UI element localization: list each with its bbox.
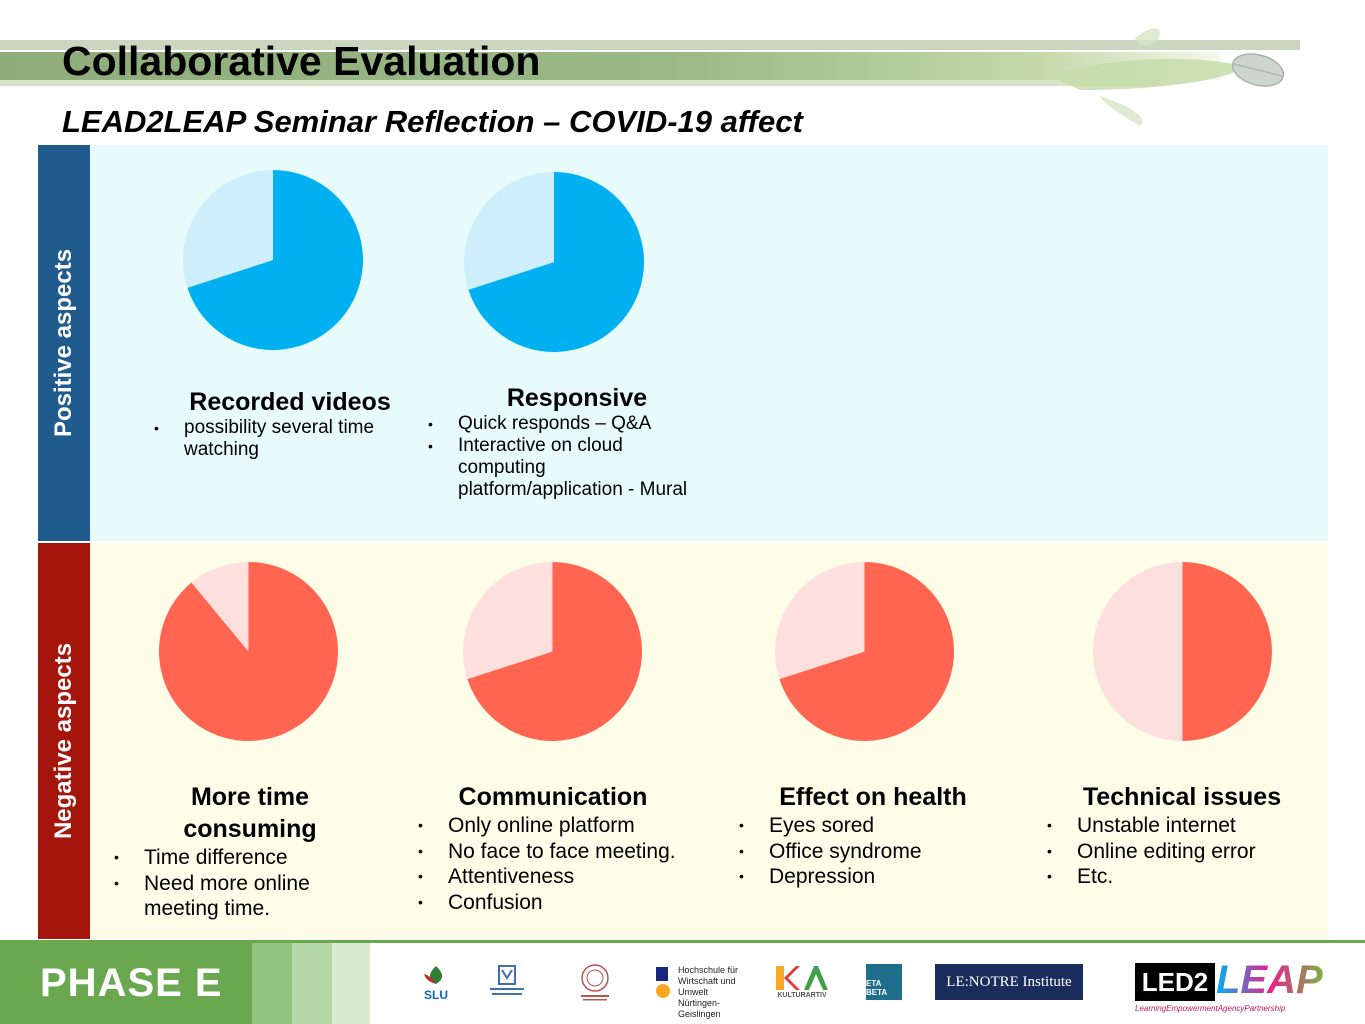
list-item: Unstable internet bbox=[1047, 813, 1317, 839]
led2-logo-block: LED2 bbox=[1135, 963, 1215, 1001]
page-subtitle: LEAD2LEAP Seminar Reflection – COVID-19 … bbox=[62, 104, 803, 139]
pie-slice bbox=[779, 562, 954, 741]
list-item: Etc. bbox=[1047, 864, 1317, 890]
category-title-technical-issues: Technical issues bbox=[1082, 783, 1282, 811]
footer-stripe bbox=[332, 943, 370, 1024]
bullet-list-responsive: Quick responds – Q&A Interactive on clou… bbox=[428, 413, 708, 501]
pie-slice bbox=[464, 172, 554, 290]
list-item: Office syndrome bbox=[739, 839, 999, 865]
hfwu-logo-text: Wirtschaft und Umwelt bbox=[678, 976, 736, 997]
footer-stripe bbox=[292, 943, 332, 1024]
pie-slice bbox=[1093, 562, 1183, 741]
negative-aspects-label: Negative aspects bbox=[50, 642, 78, 840]
pie-slice bbox=[468, 172, 644, 352]
pie-chart-more-time-consuming bbox=[158, 562, 338, 741]
list-item: No face to face meeting. bbox=[418, 839, 688, 865]
slu-logo-text: SLU bbox=[424, 988, 448, 1002]
pie-slice bbox=[467, 562, 642, 741]
category-title-communication: Communication bbox=[458, 783, 648, 811]
phase-badge: PHASE E bbox=[0, 943, 252, 1024]
kulturartiv-logo-text: KULTURARTIV bbox=[777, 992, 827, 999]
footer-stripe bbox=[252, 943, 292, 1024]
hfwu-logo-text: Nürtingen-Geislingen bbox=[678, 998, 721, 1019]
header-band bbox=[0, 40, 1365, 90]
bullet-list-technical-issues: Unstable internet Online editing error E… bbox=[1047, 813, 1317, 890]
lenotre-logo-text: LE:NOTRE Institute bbox=[946, 973, 1072, 990]
leaf-decoration-icon bbox=[1050, 28, 1285, 126]
pie-slice bbox=[775, 562, 865, 680]
pie-slice bbox=[191, 562, 249, 652]
kulturartiv-logo: KULTURARTIV bbox=[774, 962, 830, 1002]
lenotre-logo: LE:NOTRE Institute bbox=[935, 964, 1083, 1000]
page-title: Collaborative Evaluation bbox=[62, 38, 541, 84]
category-title-more-time-consuming: More time consuming bbox=[183, 783, 317, 843]
pie-chart-responsive bbox=[464, 172, 644, 352]
hfwu-logo: Hochschule für Wirtschaft und Umwelt Nür… bbox=[654, 965, 754, 1019]
list-item: Depression bbox=[739, 864, 999, 890]
list-item: Only online platform bbox=[418, 813, 688, 839]
category-title-recorded-videos: Recorded videos bbox=[189, 388, 391, 416]
positive-aspects-band: Positive aspects bbox=[38, 145, 90, 541]
list-item: Confusion bbox=[418, 890, 688, 916]
phase-label: PHASE E bbox=[40, 961, 223, 1005]
pie-slice bbox=[182, 170, 273, 288]
hfwu-logo-icon bbox=[656, 967, 670, 998]
list-item: Quick responds – Q&A bbox=[428, 413, 708, 435]
bullet-list-effect-on-health: Eyes sored Office syndrome Depression bbox=[739, 813, 999, 890]
led2leap-tagline: LearningEmpowermentAgencyPartnership bbox=[1135, 1004, 1286, 1013]
eta-beta-logo: ETA BETA bbox=[866, 964, 902, 1000]
list-item: Time difference bbox=[114, 845, 374, 871]
pie-chart-technical-issues bbox=[1093, 562, 1272, 741]
led2-logo-text: LED2 bbox=[1141, 966, 1209, 997]
eta-beta-logo-text: ETA BETA bbox=[866, 979, 888, 997]
pie-slice bbox=[187, 170, 363, 350]
bullet-list-more-time-consuming: Time difference Need more online meeting… bbox=[114, 845, 374, 922]
list-item: Interactive on cloud computing platform/… bbox=[428, 435, 708, 501]
pie-chart-communication bbox=[463, 562, 642, 741]
leap-logo-text: LEAP bbox=[1216, 958, 1323, 1002]
pie-slice bbox=[158, 562, 338, 741]
list-item: Attentiveness bbox=[418, 864, 688, 890]
pie-slice bbox=[463, 562, 553, 680]
category-title-responsive: Responsive bbox=[506, 384, 648, 412]
pie-chart-recorded-videos bbox=[182, 170, 363, 350]
bullet-list-communication: Only online platform No face to face mee… bbox=[418, 813, 688, 915]
szent-istvan-logo-icon bbox=[490, 965, 524, 995]
list-item: possibility several time watching bbox=[154, 417, 404, 461]
footer-divider bbox=[0, 940, 1365, 943]
slu-logo-icon: SLU bbox=[424, 966, 448, 1002]
kulturartiv-logo-icon bbox=[776, 966, 828, 990]
positive-aspects-label: Positive aspects bbox=[50, 248, 78, 438]
bullet-list-recorded-videos: possibility several time watching bbox=[154, 417, 404, 461]
list-item: Eyes sored bbox=[739, 813, 999, 839]
list-item: Need more online meeting time. bbox=[114, 871, 374, 922]
hfwu-logo-text: Hochschule für bbox=[678, 965, 739, 975]
pie-slice bbox=[1182, 562, 1272, 741]
pie-chart-effect-on-health bbox=[775, 562, 954, 741]
bologna-university-seal-icon bbox=[581, 964, 609, 1001]
list-item: Online editing error bbox=[1047, 839, 1317, 865]
negative-aspects-band: Negative aspects bbox=[38, 543, 90, 939]
category-title-effect-on-health: Effect on health bbox=[779, 783, 967, 811]
